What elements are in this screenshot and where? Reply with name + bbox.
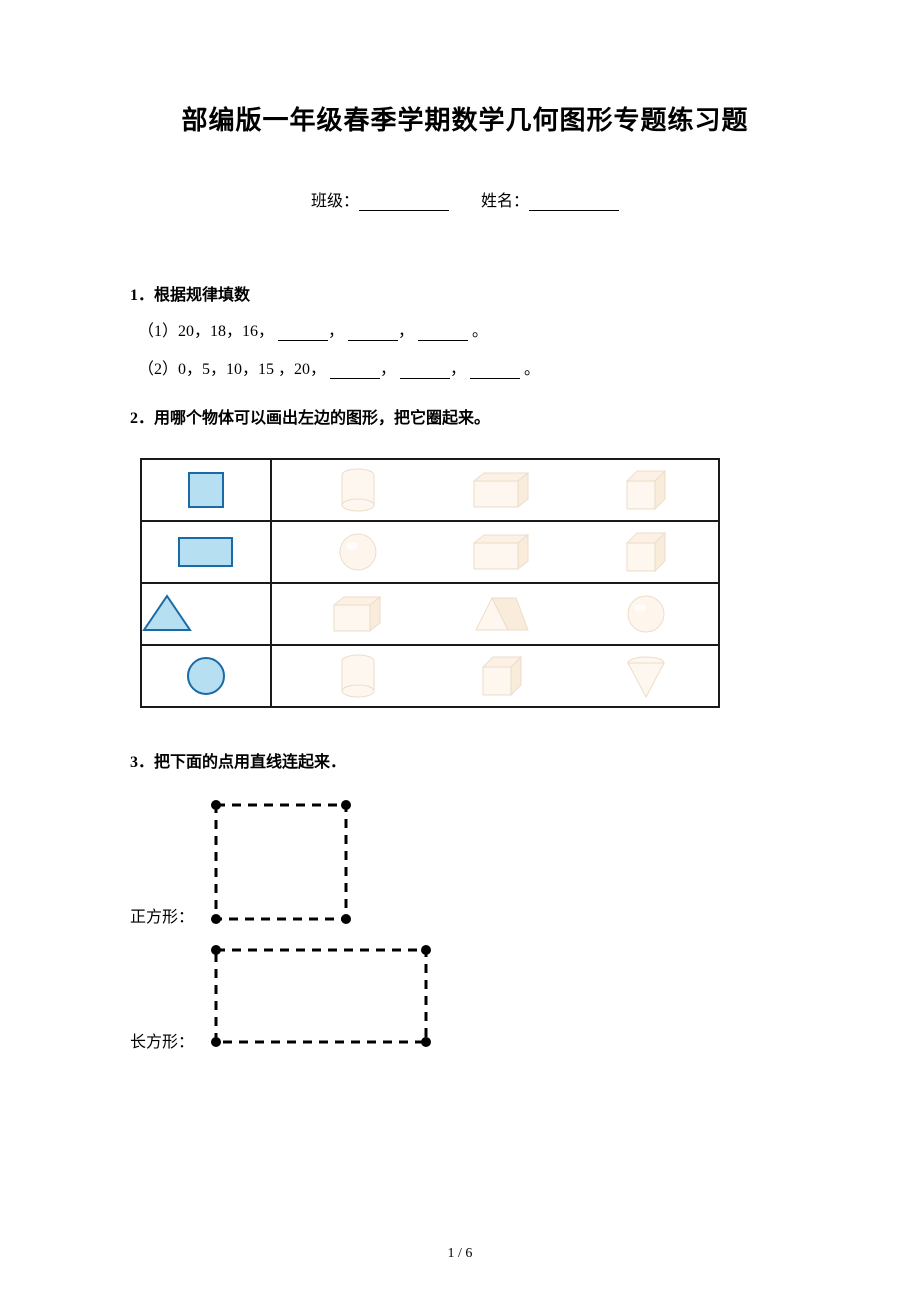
q1-sep: ， xyxy=(328,323,344,340)
sphere-icon xyxy=(611,589,681,639)
q1-sep: ， xyxy=(380,361,396,378)
circle-icon xyxy=(187,657,225,695)
cuboid-icon xyxy=(323,589,393,639)
question-3: 3．把下面的点用直线连起来． 正方形： 长方形： xyxy=(130,748,800,1057)
q1-l1-b1[interactable] xyxy=(278,327,328,341)
triangle-prism-icon xyxy=(467,589,537,639)
name-blank[interactable] xyxy=(529,195,619,211)
name-label: 姓名： xyxy=(481,193,529,210)
cell-solids-2 xyxy=(271,521,720,583)
q1-header: 1．根据规律填数 xyxy=(130,281,800,305)
rect-label: 长方形： xyxy=(130,1028,194,1057)
cuboid-icon xyxy=(467,465,537,515)
q1-sep: ， xyxy=(398,323,414,340)
info-row: 班级： 姓名： xyxy=(130,187,800,211)
cube-icon xyxy=(611,465,681,515)
q1-l2-suffix: 。 xyxy=(524,361,540,378)
dashed-rect xyxy=(206,942,436,1057)
q1-l1-b2[interactable] xyxy=(348,327,398,341)
cube-icon xyxy=(467,651,537,701)
table-row xyxy=(141,583,719,645)
table-row xyxy=(141,521,719,583)
cell-solids-3 xyxy=(271,583,720,645)
square-icon xyxy=(188,472,224,508)
q1-l1-prefix: （1）20，18，16， xyxy=(138,323,274,340)
class-blank[interactable] xyxy=(359,195,449,211)
cuboid-icon xyxy=(467,527,537,577)
triangle-icon xyxy=(142,594,192,632)
sphere-icon xyxy=(323,527,393,577)
table-row xyxy=(141,645,719,707)
rectangle-icon xyxy=(178,537,233,567)
cell-shape-square xyxy=(141,459,271,521)
square-label: 正方形： xyxy=(130,903,194,932)
cell-shape-rect xyxy=(141,521,271,583)
page-number: 1 / 6 xyxy=(0,1246,920,1262)
q2-header: 2．用哪个物体可以画出左边的图形，把它圈起来。 xyxy=(130,404,800,428)
q1-l1-b3[interactable] xyxy=(418,327,468,341)
q3-header: 3．把下面的点用直线连起来． xyxy=(130,748,800,772)
cell-shape-triangle xyxy=(141,583,271,645)
cell-solids-1 xyxy=(271,459,720,521)
q1-l1-suffix: 。 xyxy=(472,323,488,340)
q1-l2-prefix: （2）0，5，10，15 ，20， xyxy=(138,361,326,378)
page-title: 部编版一年级春季学期数学几何图形专题练习题 xyxy=(130,100,800,137)
q1-l2-b3[interactable] xyxy=(470,365,520,379)
cube-icon xyxy=(611,527,681,577)
q1-line2: （2）0，5，10，15 ，20， ， ， 。 xyxy=(130,355,800,379)
q1-line1: （1）20，18，16， ， ， 。 xyxy=(130,317,800,341)
question-1: 1．根据规律填数 （1）20，18，16， ， ， 。 （2）0，5，10，15… xyxy=(130,281,800,379)
class-label: 班级： xyxy=(311,193,359,210)
q1-l2-b2[interactable] xyxy=(400,365,450,379)
q1-sep: ， xyxy=(450,361,466,378)
shapes-table xyxy=(140,458,720,708)
dashed-square xyxy=(206,797,356,932)
table-row xyxy=(141,459,719,521)
cell-shape-circle xyxy=(141,645,271,707)
question-2: 2．用哪个物体可以画出左边的图形，把它圈起来。 xyxy=(130,404,800,708)
cylinder-icon xyxy=(323,651,393,701)
cone-icon xyxy=(611,651,681,701)
cell-solids-4 xyxy=(271,645,720,707)
cylinder-icon xyxy=(323,465,393,515)
q1-l2-b1[interactable] xyxy=(330,365,380,379)
